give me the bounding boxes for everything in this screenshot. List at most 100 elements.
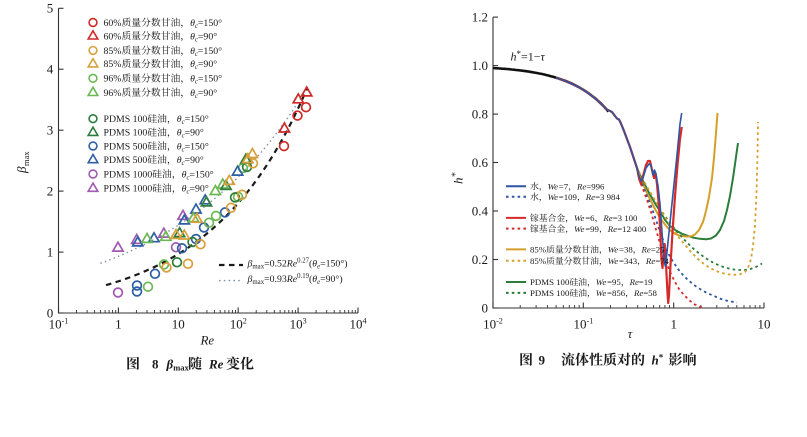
svg-text:We: We bbox=[596, 288, 607, 298]
svg-text:=150°: =150° bbox=[198, 18, 222, 29]
svg-text:=38: =38 bbox=[619, 245, 633, 255]
svg-text:max: max bbox=[252, 264, 264, 271]
svg-text:We: We bbox=[608, 245, 619, 255]
svg-text:10: 10 bbox=[49, 317, 62, 332]
svg-text:=6: =6 bbox=[585, 213, 595, 223]
svg-text:Re: Re bbox=[585, 192, 595, 202]
svg-text:0: 0 bbox=[47, 305, 54, 320]
svg-text:1.2: 1.2 bbox=[472, 9, 488, 24]
svg-text:c: c bbox=[195, 36, 198, 43]
svg-text:=150°: =150° bbox=[198, 74, 222, 85]
svg-text:We: We bbox=[548, 192, 559, 202]
svg-text:=150°: =150° bbox=[185, 141, 209, 152]
svg-text:=58: =58 bbox=[643, 288, 657, 298]
svg-text:Re: Re bbox=[629, 277, 639, 287]
svg-text:c: c bbox=[195, 23, 198, 30]
svg-text:c: c bbox=[182, 133, 185, 140]
svg-text:60%: 60% bbox=[104, 18, 122, 29]
svg-text:0.6: 0.6 bbox=[472, 155, 489, 170]
svg-text:85%: 85% bbox=[104, 59, 122, 70]
svg-text:10: 10 bbox=[290, 317, 303, 332]
svg-text:c: c bbox=[195, 51, 198, 58]
svg-text:θ: θ bbox=[190, 74, 195, 85]
svg-text:0.19: 0.19 bbox=[297, 273, 309, 280]
svg-text:PDMS 1000: PDMS 1000 bbox=[104, 169, 153, 180]
svg-text:Re: Re bbox=[208, 357, 224, 372]
svg-text:Re: Re bbox=[633, 288, 643, 298]
svg-text:85%: 85% bbox=[530, 256, 547, 266]
svg-text:(: ( bbox=[309, 274, 312, 285]
svg-text:PDMS 100: PDMS 100 bbox=[104, 114, 148, 125]
svg-text:=90°: =90° bbox=[185, 155, 204, 166]
svg-text:(: ( bbox=[309, 259, 312, 270]
svg-text:=90°: =90° bbox=[190, 184, 209, 195]
svg-text:e: e bbox=[317, 264, 320, 271]
svg-text:β: β bbox=[247, 259, 253, 270]
svg-text:0: 0 bbox=[482, 300, 489, 315]
svg-text:Re: Re bbox=[286, 274, 298, 285]
svg-text:e: e bbox=[317, 279, 320, 286]
svg-text:=3 984: =3 984 bbox=[595, 192, 620, 202]
svg-text:Re: Re bbox=[602, 213, 612, 223]
svg-text:θ: θ bbox=[177, 114, 182, 125]
svg-text:=1−: =1− bbox=[521, 50, 541, 64]
svg-text:θ: θ bbox=[177, 155, 182, 166]
svg-text:=12 400: =12 400 bbox=[617, 224, 647, 234]
svg-text:θ: θ bbox=[177, 141, 182, 152]
svg-text:0.4: 0.4 bbox=[472, 203, 489, 218]
svg-text:8: 8 bbox=[152, 357, 159, 372]
svg-text:1.0: 1.0 bbox=[472, 58, 488, 73]
svg-text:β: β bbox=[247, 274, 253, 285]
svg-text:*: * bbox=[451, 172, 462, 177]
svg-text:2: 2 bbox=[243, 317, 247, 326]
svg-text:10: 10 bbox=[230, 317, 243, 332]
svg-text:θ: θ bbox=[312, 259, 317, 270]
svg-text:9: 9 bbox=[539, 353, 546, 368]
svg-text:*: * bbox=[517, 49, 522, 59]
svg-text:PDMS 500: PDMS 500 bbox=[104, 155, 148, 166]
svg-text:We: We bbox=[574, 224, 585, 234]
svg-text:θ: θ bbox=[312, 274, 317, 285]
svg-text:Re: Re bbox=[199, 333, 214, 348]
svg-text:=90°: =90° bbox=[198, 59, 217, 70]
svg-text:10: 10 bbox=[574, 317, 587, 332]
svg-text:4: 4 bbox=[363, 317, 367, 326]
svg-text:max: max bbox=[173, 363, 189, 373]
svg-text:c: c bbox=[187, 174, 190, 181]
svg-text:=90°: =90° bbox=[185, 128, 204, 139]
svg-text:Re: Re bbox=[607, 224, 617, 234]
svg-text:We: We bbox=[608, 256, 619, 266]
svg-text:c: c bbox=[195, 93, 198, 100]
svg-text:θ: θ bbox=[182, 169, 187, 180]
svg-text:=7: =7 bbox=[559, 181, 569, 191]
svg-text:PDMS 500: PDMS 500 bbox=[104, 141, 148, 152]
svg-text:10: 10 bbox=[483, 317, 496, 332]
svg-text:-1: -1 bbox=[587, 317, 594, 326]
svg-text:=90°: =90° bbox=[198, 31, 217, 42]
svg-text:=95: =95 bbox=[607, 277, 621, 287]
svg-text:=90°): =90°) bbox=[320, 274, 343, 285]
svg-text:0.27: 0.27 bbox=[297, 258, 309, 265]
svg-text:β: β bbox=[166, 357, 174, 372]
svg-text:max: max bbox=[252, 279, 264, 286]
svg-text:θ: θ bbox=[177, 128, 182, 139]
svg-text:10: 10 bbox=[172, 317, 185, 332]
svg-text:1: 1 bbox=[670, 317, 677, 332]
svg-text:Re: Re bbox=[641, 245, 651, 255]
svg-text:c: c bbox=[182, 146, 185, 153]
svg-text:c: c bbox=[182, 119, 185, 126]
svg-text:=109: =109 bbox=[559, 192, 578, 202]
svg-text:c: c bbox=[195, 64, 198, 71]
svg-text:85%: 85% bbox=[104, 46, 122, 57]
svg-text:3: 3 bbox=[303, 317, 307, 326]
svg-text:β: β bbox=[14, 166, 29, 174]
svg-text:=150°: =150° bbox=[185, 114, 209, 125]
svg-text:=3 100: =3 100 bbox=[613, 213, 638, 223]
svg-text:Re: Re bbox=[645, 256, 655, 266]
svg-text:=74: =74 bbox=[655, 256, 669, 266]
svg-text:85%: 85% bbox=[530, 245, 547, 255]
svg-text:10: 10 bbox=[350, 317, 363, 332]
svg-text:=90°: =90° bbox=[198, 88, 217, 99]
svg-text:PDMS 100: PDMS 100 bbox=[104, 128, 148, 139]
svg-text:*: * bbox=[659, 353, 664, 363]
